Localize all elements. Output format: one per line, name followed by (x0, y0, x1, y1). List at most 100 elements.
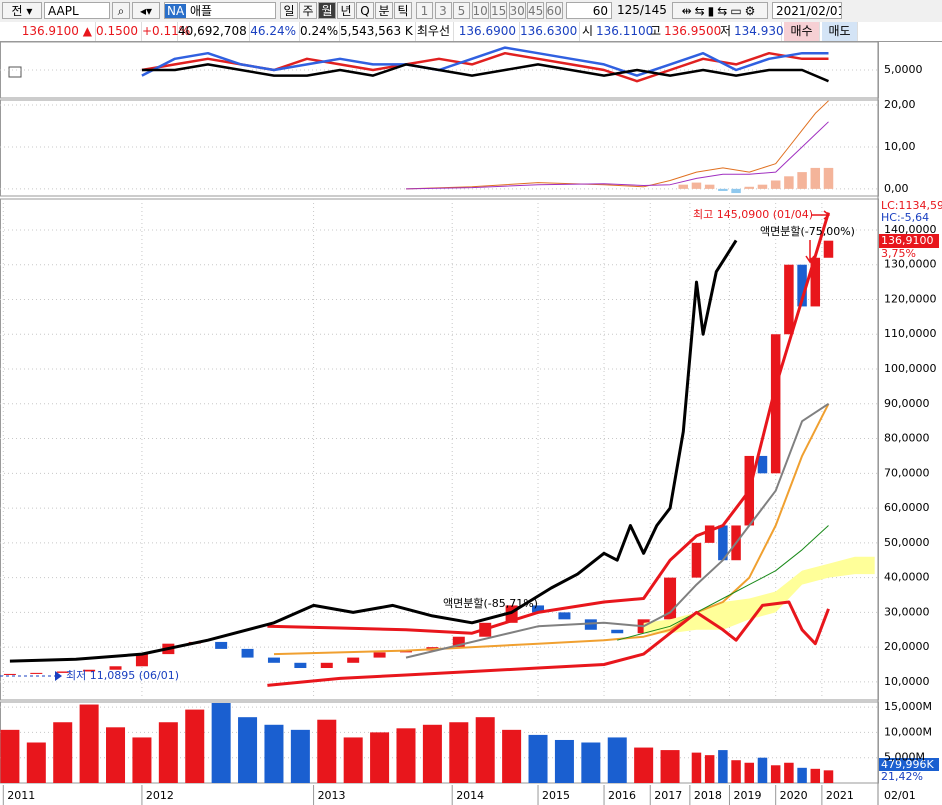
toolbar-button[interactable]: 월 (318, 2, 336, 19)
line-series (9, 239, 738, 663)
bar (660, 750, 680, 783)
bar (797, 767, 807, 783)
tool-icons[interactable]: ⇹⇆▮⇆▭⚙ (672, 2, 768, 19)
bar (797, 172, 807, 189)
y-tick-label: 5,000M (884, 751, 925, 764)
x-tick-label: 2018 (694, 789, 722, 802)
bar (290, 729, 310, 783)
bar (678, 184, 689, 189)
bar (554, 739, 574, 783)
bar (79, 704, 99, 783)
code-input[interactable]: AAPL (44, 2, 110, 19)
split-annotation: 액면분할(-85,71%) (443, 597, 538, 610)
panel-frame (0, 198, 879, 701)
change: 0.1500 (96, 22, 142, 41)
na-badge: NA (165, 4, 187, 18)
low-label: 저 (720, 24, 732, 38)
candle-body (757, 455, 768, 474)
bar (396, 728, 416, 783)
name-text: 애플 (190, 4, 213, 18)
bar (731, 188, 741, 194)
bar (757, 184, 768, 189)
bar (691, 182, 702, 189)
bar (475, 717, 495, 783)
minute-input[interactable]: 60 (566, 2, 612, 19)
bar (757, 757, 768, 783)
y-tick-label: 70,0000 (884, 466, 930, 479)
toolbar-button[interactable]: 틱 (394, 2, 412, 19)
ask: 136.6900 (454, 22, 520, 41)
toolbar-button[interactable]: Q (356, 2, 374, 19)
last-volume-rate: 21,42% (881, 770, 923, 783)
bar (370, 732, 390, 783)
candle-body (784, 264, 794, 335)
sound-button[interactable]: ◂▾ (132, 2, 160, 19)
candle-body (109, 666, 122, 670)
x-tick-label: 2013 (318, 789, 346, 802)
toolbar-button[interactable]: 30 (508, 2, 526, 19)
candle-body (452, 636, 465, 648)
y-tick-label: 0,00 (884, 182, 909, 195)
toolbar-button[interactable]: 일 (280, 2, 298, 19)
price-text: 136.9100 (21, 24, 79, 38)
search-button[interactable]: ⌕ (112, 2, 130, 19)
lc-label: LC:1134,59 (881, 199, 942, 212)
x-tick-label: 2017 (654, 789, 682, 802)
bar (718, 750, 728, 783)
plot-area: 2011 2012 2013 2014 2015 2016 2017 2018 2019 2020… (0, 41, 879, 805)
bar (158, 722, 178, 783)
y-tick-label: 20,0000 (884, 640, 930, 653)
candle-body (704, 525, 715, 543)
toolbar-button[interactable]: 10 (471, 2, 489, 19)
candle-body (215, 641, 228, 649)
account-label: 전 (11, 4, 23, 18)
x-tick-label: 2014 (456, 789, 484, 802)
toolbar-button[interactable]: 1 (416, 2, 433, 19)
bar (422, 724, 442, 783)
candle-body (532, 605, 545, 613)
candle-body (267, 657, 280, 663)
toolbar-button[interactable]: 년 (337, 2, 355, 19)
toolbar-button[interactable]: 45 (527, 2, 544, 19)
high-annotation: 최고 145,0900 (01/04) (693, 208, 813, 221)
grid-icon[interactable] (8, 66, 22, 78)
bar (704, 755, 715, 783)
y-tick-label: 50,0000 (884, 536, 930, 549)
account-button[interactable]: 전 ▾ (2, 2, 42, 19)
line-series (141, 51, 829, 83)
bar (784, 176, 794, 189)
minute-input-text: 60 (592, 4, 608, 18)
candle-body (135, 654, 148, 667)
sell-button[interactable]: 매도 (822, 22, 858, 41)
high-label: 고 (650, 24, 662, 38)
bar (770, 180, 781, 189)
line-series (405, 100, 829, 190)
bar (784, 762, 794, 783)
bar (528, 734, 548, 783)
buy-button[interactable]: 매수 (784, 22, 820, 41)
x-tick-label: 2016 (608, 789, 636, 802)
ratio: 46.24% (250, 22, 300, 41)
amount: 5,543,563 K (340, 22, 416, 41)
toolbar-button[interactable]: 60 (545, 2, 563, 19)
date-input[interactable]: 2021/02/01 (772, 2, 842, 19)
line-series (141, 63, 829, 83)
bar (53, 722, 73, 783)
toolbar-button[interactable]: 3 (434, 2, 452, 19)
candle-body (584, 619, 597, 630)
bar (704, 184, 715, 189)
high: 136.9500 (664, 24, 722, 38)
name-field[interactable]: NA 애플 (164, 2, 276, 19)
toolbar-button[interactable]: 5 (453, 2, 470, 19)
last-volume-box (879, 758, 939, 771)
bar (343, 737, 363, 783)
line-series (405, 402, 830, 659)
bar (744, 762, 755, 783)
bar (211, 703, 231, 783)
toolbar-button[interactable]: 15 (490, 2, 507, 19)
bar (185, 709, 205, 783)
toolbar-button[interactable]: 분 (375, 2, 393, 19)
line-series (267, 212, 830, 635)
toolbar-button[interactable]: 주 (299, 2, 317, 19)
